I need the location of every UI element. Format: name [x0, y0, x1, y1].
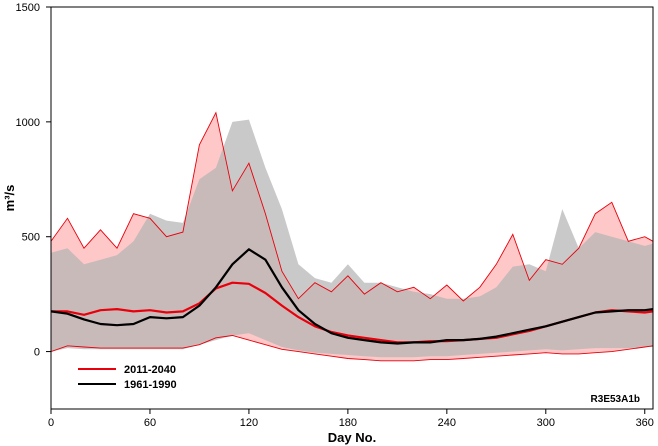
chart-annotation: R3E53A1b — [591, 394, 640, 405]
x-tick-label-240: 240 — [438, 417, 456, 429]
x-tick-label-120: 120 — [240, 417, 258, 429]
y-tick-label-0: 0 — [34, 347, 40, 359]
x-tick-label-60: 60 — [144, 417, 156, 429]
band-1961-1990 — [51, 119, 653, 358]
band-edge-band-high-2011-2040 — [51, 111, 653, 302]
plot-frame — [50, 6, 654, 410]
x-axis-title: Day No. — [328, 430, 376, 445]
legend-label-2011-2040: 2011-2040 — [124, 364, 176, 376]
band-edge-band-low-2011-2040 — [51, 335, 653, 362]
x-tick-label-300: 300 — [537, 417, 555, 429]
y-tick-label-1000: 1000 — [16, 117, 40, 129]
legend-label-1961-1990: 1961-1990 — [124, 379, 177, 391]
legend: 2011-2040 1961-1990 — [78, 364, 177, 391]
series-line-1961-1990 — [51, 248, 653, 345]
x-tick-label-360: 360 — [636, 417, 654, 429]
y-tick-label-1500: 1500 — [16, 2, 40, 14]
y-tick-label-500: 500 — [22, 232, 40, 244]
y-axis-title: m³/s — [2, 185, 17, 212]
x-tick-label-180: 180 — [339, 417, 357, 429]
x-tick-label-0: 0 — [48, 417, 54, 429]
